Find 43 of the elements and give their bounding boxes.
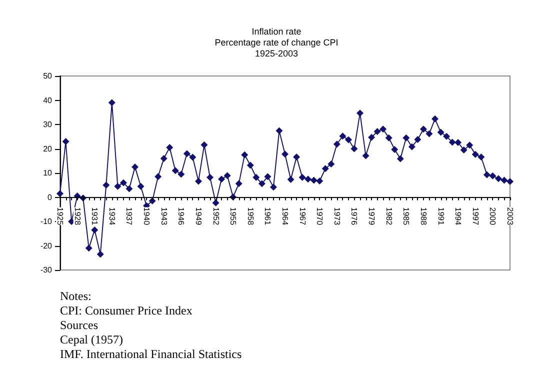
x-tick-label: 2000	[488, 207, 498, 226]
x-tick-label: 1946	[176, 207, 186, 226]
chart-title: Inflation rate	[252, 26, 302, 36]
x-tick-label: 1967	[298, 207, 307, 226]
text: CPI: Consumer Price Index	[60, 304, 192, 318]
x-tick-label: 1931	[90, 207, 100, 226]
y-tick-label: -10	[40, 217, 53, 226]
x-tick-label: 1988	[418, 207, 428, 226]
y-tick-label: 50	[43, 72, 53, 80]
x-tick-label: 1973	[332, 207, 342, 226]
x-tick-label: 1958	[246, 207, 255, 226]
text: Notes:	[60, 289, 92, 303]
x-tick-label: 1997	[470, 207, 480, 226]
x-tick-label: 1952	[211, 207, 220, 226]
y-tick-label: 20	[43, 144, 53, 154]
x-tick-label: 1961	[263, 207, 272, 226]
x-tick-label: 1955	[228, 207, 238, 226]
chart-subtitle: Percentage rate of change CPI 1925-2003	[214, 38, 338, 58]
x-tick-label: 1928	[72, 207, 82, 226]
y-tick-label: -20	[40, 241, 53, 250]
x-tick-label: 1943	[159, 207, 168, 226]
x-tick-label: 1994	[454, 207, 463, 226]
x-tick-label: 1964	[280, 207, 290, 226]
x-tick-label: 1991	[436, 207, 446, 226]
text: Sources	[60, 318, 98, 332]
text: IMF. International Financial Statistics	[60, 347, 242, 361]
text: Cepal (1957)	[60, 332, 123, 346]
x-tick-label: 1925	[56, 207, 64, 226]
x-tick-label: 1979	[367, 207, 376, 226]
x-tick-label: 1976	[350, 207, 359, 226]
y-tick-label: -30	[40, 266, 53, 274]
y-tick-label: 30	[43, 120, 53, 129]
y-tick-label: 0	[48, 192, 53, 202]
x-tick-label: 1982	[384, 207, 394, 226]
x-tick-label: 1985	[402, 207, 411, 226]
x-tick-label: 1937	[124, 207, 134, 226]
x-tick-label: 2003	[506, 207, 514, 226]
y-tick-label: 10	[43, 168, 53, 178]
x-tick-label: 1949	[194, 207, 203, 226]
x-tick-label: 1934	[107, 207, 116, 226]
x-tick-label: 1970	[315, 207, 324, 226]
y-tick-label: 40	[43, 96, 53, 105]
x-tick-label: 1940	[142, 207, 152, 226]
